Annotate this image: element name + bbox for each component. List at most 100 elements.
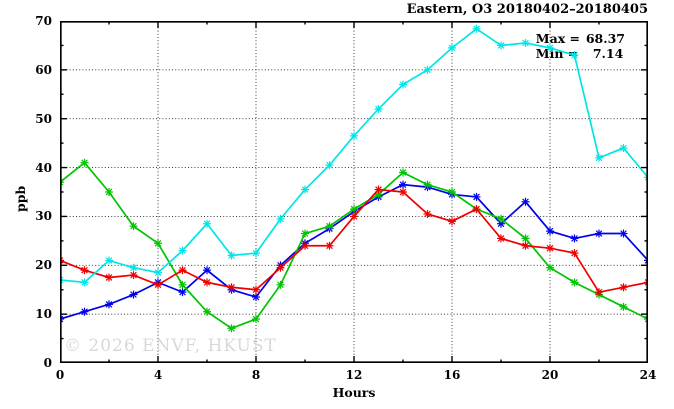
data-point-marker-day-2-green [105,188,113,196]
data-point-marker-day-4-cyan [399,81,407,88]
data-point-marker-day-1-blue [60,315,64,320]
data-point-marker-day-3-red [620,283,627,291]
data-point-marker-day-1-blue [620,230,627,237]
data-point-marker-day-2-green [252,315,260,323]
data-point-marker-day-2-green [644,315,648,320]
max-value: 68.37 [585,31,625,46]
data-point-marker-day-4-cyan [350,132,358,140]
data-point-marker-day-3-red [154,281,162,289]
data-point-marker-day-3-red [350,213,358,220]
data-point-marker-day-2-green [60,181,64,186]
data-point-marker-day-1-blue [497,220,505,228]
data-point-marker-day-3-red [595,288,603,296]
data-point-marker-day-1-blue [81,308,88,316]
data-point-marker-day-2-green [326,222,333,230]
data-point-marker-day-1-blue [203,266,211,274]
data-point-marker-day-2-green [203,308,211,316]
y-tick-label-10: 10 [35,307,52,322]
data-point-marker-day-2-green [448,188,456,196]
data-point-marker-day-1-blue [571,235,578,242]
data-point-marker-day-1-blue [179,288,186,296]
data-point-marker-day-2-green [399,169,407,176]
data-point-marker-day-4-cyan [620,144,627,152]
data-point-marker-day-3-red [497,235,505,242]
data-point-marker-day-4-cyan [130,264,137,272]
watermark: © 2026 ENVF, HKUST [64,336,277,356]
series-line-day-3-red [60,188,648,294]
data-point-marker-day-4-cyan [60,276,64,281]
data-point-marker-day-3-red [522,242,529,250]
data-point-marker-day-2-green [424,181,431,188]
x-tick-label-16: 16 [443,368,461,382]
data-point-marker-day-3-red [60,259,64,264]
data-point-marker-day-2-green [228,324,235,332]
max-row: Max = 68.37 [536,31,625,46]
data-point-marker-day-3-red [228,283,235,291]
data-point-marker-day-2-green [60,178,64,184]
data-point-marker-day-1-blue [60,318,64,323]
data-point-marker-day-4-cyan [81,279,88,286]
data-point-marker-day-4-cyan [203,220,211,228]
data-point-marker-day-2-green [375,191,382,198]
max-label: Max = [535,31,580,46]
minmax-annotation: Max = 68.37 Min = 7.14 [536,31,625,61]
data-point-marker-day-4-cyan [424,66,431,74]
data-point-marker-day-3-red [105,274,113,281]
data-point-marker-day-3-red [60,257,64,262]
data-point-marker-day-1-blue [595,230,603,237]
x-tick-label-4: 4 [153,368,163,382]
data-point-marker-day-3-red [546,244,554,252]
y-tick-label-50: 50 [35,111,52,126]
y-tick-label-30: 30 [35,209,52,224]
data-point-marker-day-3-red [130,271,137,279]
data-point-marker-day-1-blue [644,259,648,264]
x-tick-label-24: 24 [639,368,657,382]
data-point-marker-day-2-green [571,279,578,286]
y-axis-title: ppb [13,185,28,212]
y-tick-label-20: 20 [35,258,52,273]
data-point-marker-day-3-red [473,205,480,213]
data-point-marker-day-1-blue [252,293,260,301]
data-point-marker-day-2-green [497,215,505,223]
data-point-marker-day-2-green [154,239,162,247]
plot-frame [60,21,648,363]
data-point-marker-day-4-cyan [105,257,113,264]
data-point-marker-day-4-cyan [301,186,309,193]
data-point-marker-day-3-red [277,264,284,272]
data-point-marker-day-1-blue [105,301,113,308]
data-point-marker-day-4-cyan [546,44,554,52]
data-point-marker-day-4-cyan [497,42,505,49]
data-point-marker-day-4-cyan [252,249,260,257]
x-tick-label-20: 20 [541,368,559,382]
data-point-marker-day-1-blue [130,291,137,298]
data-point-marker-day-3-red [179,266,186,274]
data-point-marker-day-3-red [203,279,211,286]
data-point-marker-day-2-green [301,230,309,237]
data-point-marker-day-3-red [571,249,578,257]
y-tick-label-70: 70 [35,14,52,28]
data-point-marker-day-3-red [326,242,333,250]
data-point-marker-day-4-cyan [448,44,456,52]
data-point-marker-day-2-green [546,264,554,272]
data-point-marker-day-2-green [522,235,529,242]
data-point-marker-day-1-blue [546,227,554,235]
data-point-marker-day-3-red [399,188,407,196]
data-point-marker-day-2-green [130,222,137,230]
data-point-marker-day-2-green [620,303,627,311]
min-row: Min = 7.14 [536,46,625,61]
data-point-marker-day-3-red [644,281,648,286]
data-point-marker-day-4-cyan [522,39,529,47]
data-point-marker-day-2-green [179,281,186,289]
data-point-marker-day-4-cyan [473,25,480,33]
data-point-marker-day-1-blue [399,181,407,188]
data-point-marker-day-4-cyan [154,269,162,276]
data-point-marker-day-4-cyan [571,51,578,59]
y-tick-label-0: 0 [43,356,52,370]
y-tick-label-60: 60 [35,62,52,77]
data-point-marker-day-4-cyan [179,247,186,254]
data-point-marker-day-4-cyan [595,154,603,162]
chart-title: Eastern, O3 20180402–20180405 [406,2,648,17]
data-point-marker-day-3-red [644,279,648,284]
x-tick-label-0: 0 [55,368,65,382]
data-point-marker-day-2-green [81,159,88,167]
